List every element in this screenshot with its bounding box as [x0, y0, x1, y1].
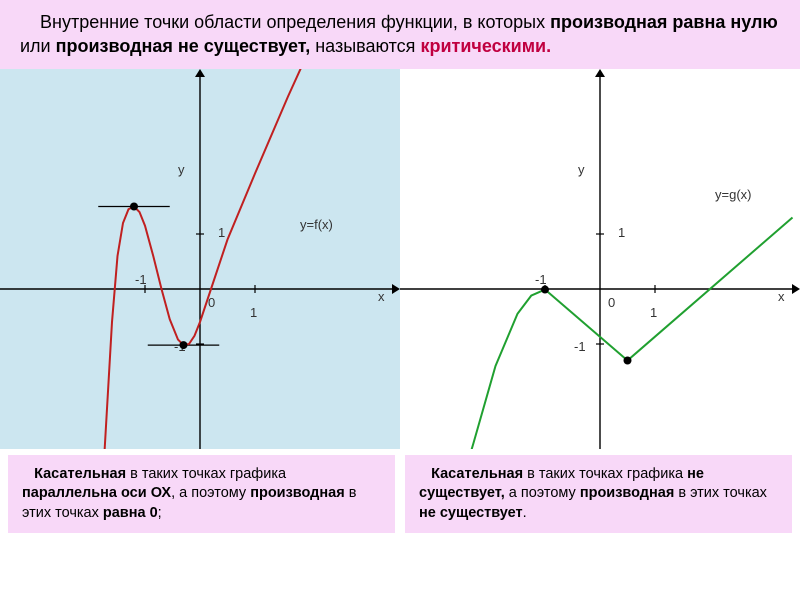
definition-header: Внутренние точки области определения фун…	[0, 0, 800, 69]
right-footer-box: Касательная в таких точках графика не су…	[405, 455, 792, 534]
svg-text:1: 1	[250, 305, 257, 320]
svg-text:1: 1	[618, 225, 625, 240]
lf-5: производная	[250, 485, 344, 501]
header-text-3: или	[20, 36, 56, 56]
svg-text:1: 1	[650, 305, 657, 320]
svg-text:y=g(x): y=g(x)	[715, 187, 751, 202]
rf-7: не существует	[419, 505, 523, 521]
svg-text:y=f(x): y=f(x)	[300, 217, 333, 232]
header-text-4: производная не существует,	[56, 36, 311, 56]
svg-text:-1: -1	[574, 339, 586, 354]
rf-8: .	[523, 505, 527, 521]
svg-text:y: y	[578, 162, 585, 177]
lf-3: параллельна оси ОХ	[22, 485, 171, 501]
svg-text:-1: -1	[135, 272, 147, 287]
header-text-critical: критическими.	[420, 36, 551, 56]
header-text-5: называются	[310, 36, 420, 56]
rf-5: производная	[580, 485, 674, 501]
lf-2: в таких точках графика	[126, 466, 286, 482]
lf-1: Касательная	[34, 466, 126, 482]
lf-8: ;	[158, 505, 162, 521]
left-footer-box: Касательная в таких точках графика парал…	[8, 455, 395, 534]
rf-4: а поэтому	[505, 485, 580, 501]
svg-text:x: x	[778, 289, 785, 304]
header-text-2: производная равна нулю	[550, 12, 778, 32]
right-chart-panel: y x 1 -1 1 -1 0 y=g(x)	[400, 69, 800, 449]
svg-text:0: 0	[608, 295, 615, 310]
rf-6: в этих точках	[674, 485, 767, 501]
left-chart-panel: yx1-11-10y=f(x)	[0, 69, 400, 449]
right-chart-svg: y x 1 -1 1 -1 0 y=g(x)	[400, 69, 800, 449]
left-chart-svg: yx1-11-10y=f(x)	[0, 69, 400, 449]
header-text-1: Внутренние точки области определения фун…	[40, 12, 550, 32]
svg-text:-1: -1	[535, 272, 547, 287]
rf-2: в таких точках графика	[523, 466, 687, 482]
svg-text:x: x	[378, 289, 385, 304]
svg-text:y: y	[178, 162, 185, 177]
lf-4: , а поэтому	[171, 485, 250, 501]
svg-text:1: 1	[218, 225, 225, 240]
charts-row: y x 1 -1 1 -1 0 y=f(x) y x 1 -1 1 -1 0 y=g(x)	[0, 69, 800, 449]
rf-1: Касательная	[431, 466, 523, 482]
lf-7: равна 0	[103, 505, 158, 521]
footers-row: Касательная в таких точках графика парал…	[0, 449, 800, 540]
